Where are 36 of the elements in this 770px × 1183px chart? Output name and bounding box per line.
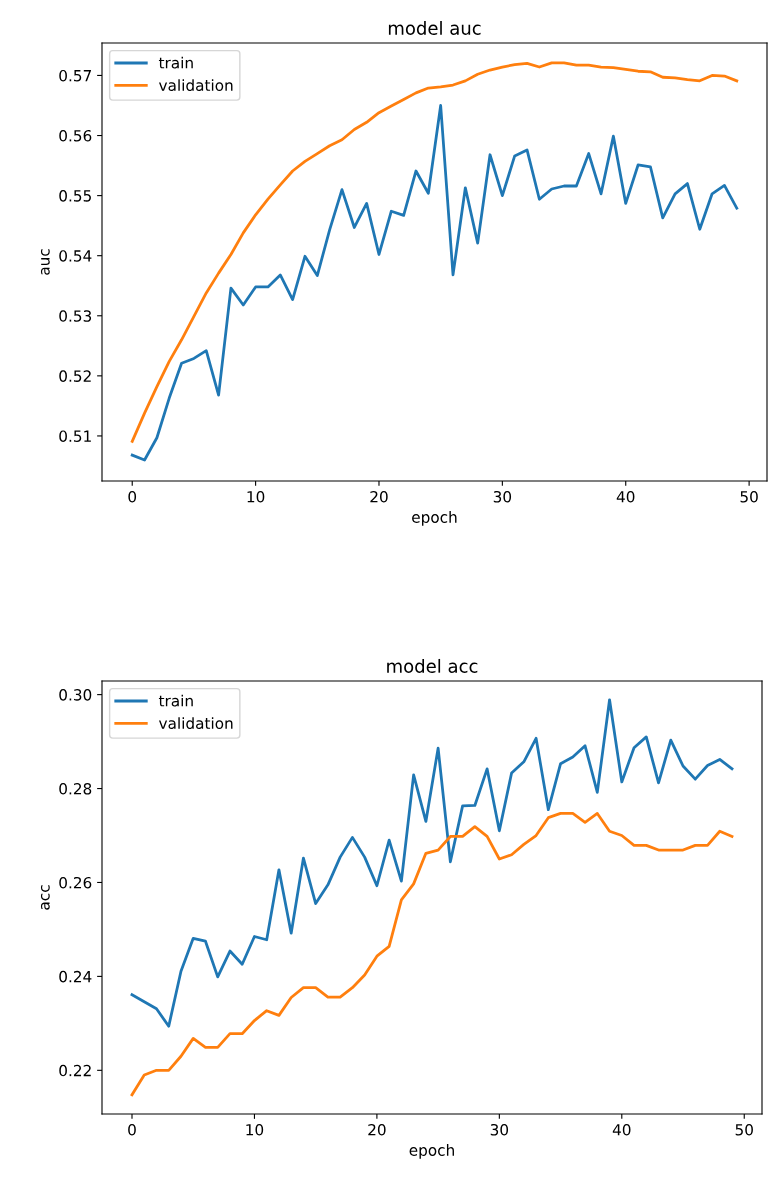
- y-tick-label: 0.26: [59, 876, 92, 889]
- y-tick-label: 0.24: [59, 970, 92, 983]
- x-tick-label: 10: [247, 490, 265, 503]
- x-tick-label: 40: [612, 1123, 631, 1136]
- x-tick-label: 0: [128, 490, 137, 503]
- chart-title: model auc: [388, 20, 481, 35]
- x-tick-label: 30: [493, 490, 512, 503]
- y-tick-label: 0.57: [59, 69, 91, 82]
- x-tick-label: 20: [370, 490, 388, 503]
- x-tick-label: 30: [490, 1123, 509, 1136]
- y-tick-label: 0.30: [59, 689, 92, 701]
- x-tick-label: 0: [128, 1123, 136, 1136]
- y-tick-label: 0.54: [59, 250, 92, 262]
- chart-title: model acc: [387, 658, 478, 673]
- x-tick-label: 20: [368, 1123, 386, 1136]
- y-tick-label: 0.53: [59, 310, 92, 322]
- y-tick-label: 0.56: [59, 129, 92, 142]
- x-axis-title: epoch: [409, 1144, 454, 1159]
- x-axis-title: epoch: [412, 511, 457, 526]
- x-tick-label: 10: [246, 1123, 264, 1136]
- y-tick-label: 0.55: [59, 190, 91, 202]
- legend-label: validation: [158, 79, 233, 91]
- x-tick-label: 40: [616, 490, 635, 503]
- y-axis-title: acc: [40, 885, 50, 910]
- y-tick-label: 0.51: [59, 430, 91, 442]
- legend-label: validation: [158, 717, 233, 729]
- y-tick-label: 0.22: [59, 1064, 91, 1077]
- line-series: [130, 812, 734, 1097]
- y-tick-label: 0.28: [59, 783, 92, 795]
- y-axis-title: auc: [40, 249, 50, 275]
- x-tick-label: 50: [735, 1123, 753, 1136]
- legend-label: train: [158, 56, 193, 69]
- y-tick-label: 0.52: [59, 370, 91, 382]
- line-series: [130, 104, 739, 462]
- legend-label: train: [158, 694, 193, 707]
- x-tick-label: 50: [740, 490, 758, 503]
